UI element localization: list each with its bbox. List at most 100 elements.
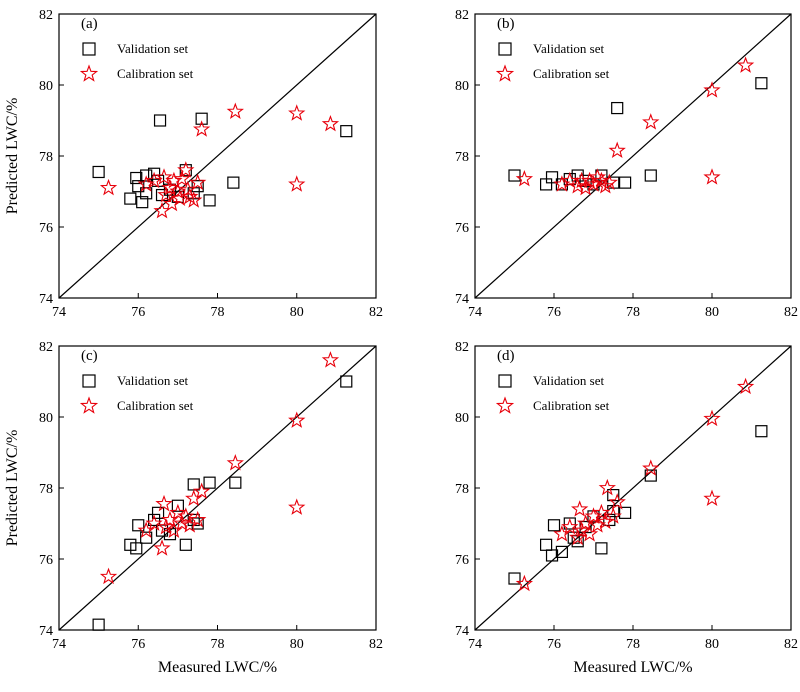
validation-point: [644, 469, 657, 482]
calibration-point: [173, 514, 191, 531]
legend-square-icon: [82, 374, 96, 388]
calibration-point: [155, 168, 173, 185]
y-tick-label: 80: [39, 79, 53, 94]
validation-point: [151, 506, 165, 519]
validation-point: [203, 476, 216, 489]
identity-line: [58, 345, 377, 631]
calibration-point: [736, 377, 755, 395]
legend-star-icon: [79, 396, 99, 414]
y-tick-label: 74: [39, 624, 53, 639]
series-calibration: [99, 351, 340, 585]
validation-point: [555, 545, 569, 559]
x-tick-label: 76: [131, 305, 145, 320]
y-tick-label: 80: [39, 411, 53, 426]
validation-point: [545, 171, 559, 184]
x-tick-label: 80: [705, 305, 719, 320]
identity-line: [58, 13, 377, 299]
calibration-point: [561, 517, 579, 535]
calibration-point: [321, 114, 340, 132]
legend-label: Calibration set: [533, 66, 610, 81]
y-tick-label: 80: [455, 79, 469, 94]
validation-point: [229, 476, 242, 489]
validation-point: [545, 549, 559, 562]
y-tick-label: 82: [455, 8, 469, 23]
validation-point: [539, 538, 553, 551]
x-tick-label: 80: [290, 637, 304, 652]
validation-point: [508, 572, 521, 585]
series-validation: [92, 375, 353, 631]
calibration-point: [596, 177, 615, 194]
calibration-point: [192, 482, 211, 499]
calibration-point: [226, 454, 244, 471]
validation-point: [124, 192, 137, 205]
identity-line: [474, 345, 792, 631]
validation-point: [191, 180, 204, 193]
validation-point: [187, 478, 200, 491]
legend-square-icon: [498, 42, 512, 56]
validation-point: [227, 176, 240, 189]
legend: Validation set Calibration set: [495, 41, 610, 82]
calibration-point: [580, 525, 599, 542]
validation-point: [140, 169, 153, 182]
y-tick-label: 78: [39, 150, 53, 165]
x-tick-label: 76: [131, 637, 145, 652]
y-tick-label: 82: [39, 340, 53, 355]
validation-point: [179, 164, 192, 177]
y-tick-label: 82: [455, 340, 469, 355]
y-tick-label: 74: [455, 292, 469, 307]
legend-label: Calibration set: [533, 398, 610, 413]
calibration-point: [288, 411, 306, 428]
x-tick-label: 82: [784, 637, 798, 652]
calibration-point: [185, 191, 203, 208]
x-tick-label: 74: [52, 637, 66, 652]
calibration-point: [157, 517, 175, 535]
legend-square-icon: [498, 374, 512, 388]
x-tick-label: 82: [369, 637, 383, 652]
validation-point: [195, 112, 208, 125]
legend-label: Calibration set: [117, 398, 194, 413]
legend: Validation set Calibration set: [79, 41, 194, 82]
panel-label: (b): [497, 16, 515, 32]
y-tick-label: 74: [39, 292, 53, 307]
validation-point: [130, 542, 143, 555]
calibration-point: [608, 141, 626, 159]
y-tick-label: 76: [455, 221, 469, 236]
series-calibration: [515, 377, 755, 592]
y-tick-label: 74: [455, 624, 469, 639]
calibration-point: [515, 574, 534, 592]
y-tick-label: 76: [39, 221, 53, 236]
validation-point: [755, 425, 768, 438]
calibration-point: [99, 567, 118, 585]
x-tick-label: 74: [468, 637, 482, 652]
calibration-point: [515, 169, 534, 187]
x-tick-label: 80: [290, 305, 304, 320]
series-calibration: [515, 56, 755, 196]
x-tick-label: 78: [211, 305, 225, 320]
x-tick-label: 76: [547, 637, 561, 652]
legend-star-icon: [495, 64, 515, 82]
validation-point: [130, 171, 143, 185]
validation-point: [644, 169, 657, 182]
validation-point: [611, 101, 624, 115]
validation-point: [92, 618, 105, 631]
calibration-point: [173, 169, 191, 187]
legend-label: Validation set: [533, 41, 605, 56]
validation-point: [203, 194, 216, 207]
legend-star-icon: [495, 396, 515, 414]
calibration-point: [189, 510, 207, 528]
calibration-point: [642, 459, 660, 476]
x-tick-label: 74: [468, 305, 482, 320]
x-tick-label: 80: [705, 637, 719, 652]
x-tick-label: 78: [211, 637, 225, 652]
calibration-point: [572, 521, 591, 538]
legend-star-icon: [79, 64, 99, 82]
calibration-point: [145, 514, 163, 531]
x-axis-title: Measured LWC/%: [573, 659, 692, 676]
calibration-point: [169, 503, 187, 521]
validation-point: [132, 180, 145, 193]
legend-label: Validation set: [117, 373, 189, 388]
validation-point: [587, 510, 600, 523]
identity-line: [474, 13, 792, 299]
x-tick-label: 74: [52, 305, 66, 320]
